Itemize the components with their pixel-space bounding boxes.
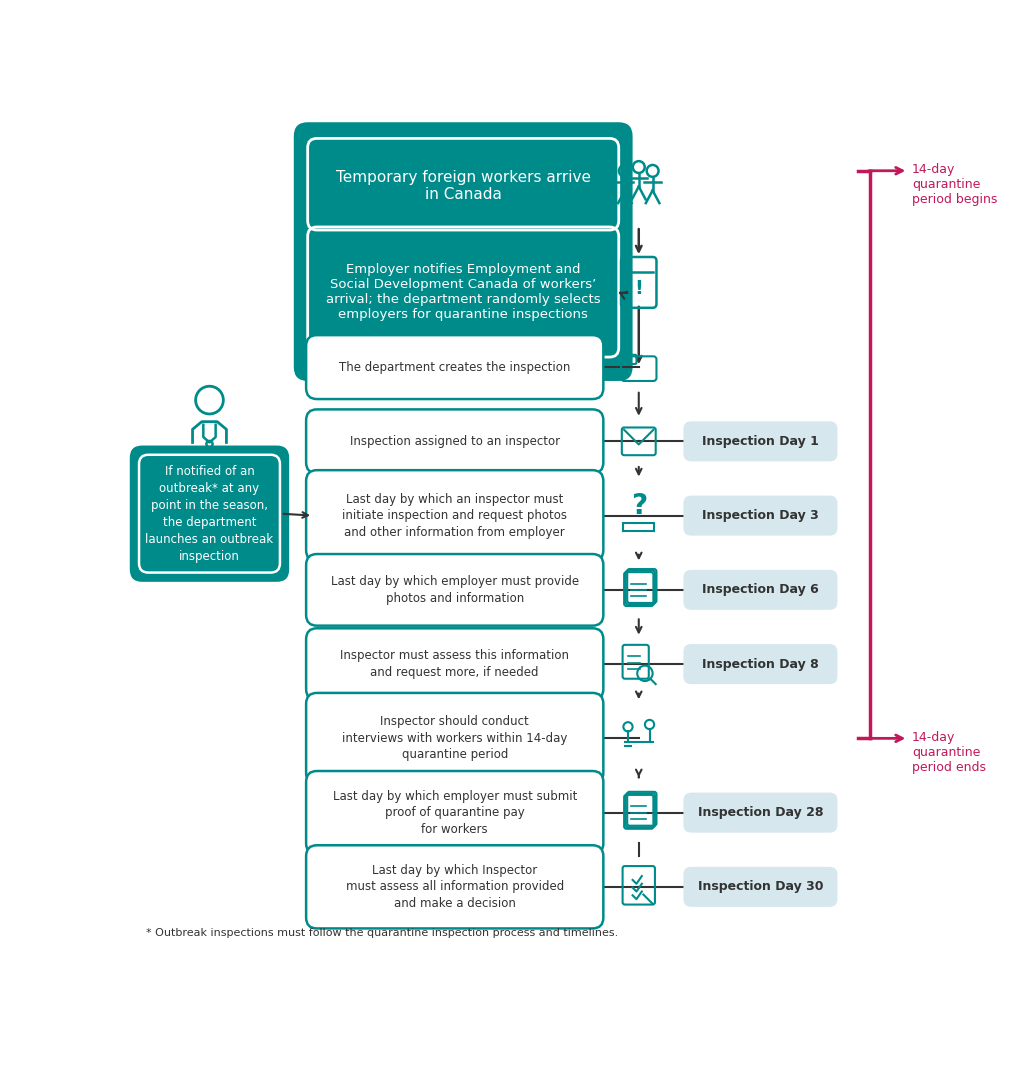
Text: 14-day
quarantine
period ends: 14-day quarantine period ends bbox=[912, 731, 986, 774]
Text: Last day by which employer must provide
photos and information: Last day by which employer must provide … bbox=[331, 575, 579, 605]
FancyBboxPatch shape bbox=[306, 771, 603, 854]
Text: Inspector should conduct
interviews with workers within 14-day
quarantine period: Inspector should conduct interviews with… bbox=[342, 716, 567, 762]
Text: Inspection Day 6: Inspection Day 6 bbox=[702, 583, 819, 596]
FancyBboxPatch shape bbox=[306, 335, 603, 399]
Text: ?: ? bbox=[631, 492, 647, 520]
Text: Inspection Day 30: Inspection Day 30 bbox=[697, 881, 823, 893]
FancyBboxPatch shape bbox=[683, 793, 838, 832]
FancyBboxPatch shape bbox=[306, 410, 603, 473]
FancyBboxPatch shape bbox=[306, 628, 603, 700]
Text: Temporary foreign workers arrive
in Canada: Temporary foreign workers arrive in Cana… bbox=[336, 170, 591, 202]
Text: * Outbreak inspections must follow the quarantine inspection process and timelin: * Outbreak inspections must follow the q… bbox=[146, 928, 618, 938]
Text: 14-day
quarantine
period begins: 14-day quarantine period begins bbox=[912, 163, 997, 207]
Text: If notified of an
outbreak* at any
point in the season,
the department
launches : If notified of an outbreak* at any point… bbox=[145, 464, 273, 563]
FancyBboxPatch shape bbox=[683, 495, 838, 536]
Text: Employer notifies Employment and
Social Development Canada of workers’
arrival; : Employer notifies Employment and Social … bbox=[326, 263, 600, 321]
FancyBboxPatch shape bbox=[683, 422, 838, 461]
Text: Inspection Day 8: Inspection Day 8 bbox=[702, 658, 819, 671]
Text: Last day by which employer must submit
proof of quarantine pay
for workers: Last day by which employer must submit p… bbox=[333, 790, 577, 836]
Text: Inspection assigned to an inspector: Inspection assigned to an inspector bbox=[349, 434, 560, 448]
Text: Inspection Day 1: Inspection Day 1 bbox=[702, 434, 819, 448]
FancyBboxPatch shape bbox=[683, 867, 838, 907]
FancyBboxPatch shape bbox=[294, 122, 633, 381]
FancyBboxPatch shape bbox=[130, 445, 289, 582]
Text: Inspector must assess this information
and request more, if needed: Inspector must assess this information a… bbox=[340, 649, 569, 678]
FancyArrowPatch shape bbox=[620, 292, 628, 299]
FancyBboxPatch shape bbox=[683, 570, 838, 610]
Text: Last day by which Inspector
must assess all information provided
and make a deci: Last day by which Inspector must assess … bbox=[346, 863, 564, 909]
Text: !: ! bbox=[634, 279, 643, 299]
FancyBboxPatch shape bbox=[683, 644, 838, 684]
FancyBboxPatch shape bbox=[306, 470, 603, 561]
FancyBboxPatch shape bbox=[306, 693, 603, 784]
FancyBboxPatch shape bbox=[306, 845, 603, 929]
FancyBboxPatch shape bbox=[306, 554, 603, 626]
Text: Inspection Day 28: Inspection Day 28 bbox=[697, 806, 823, 820]
Text: Inspection Day 3: Inspection Day 3 bbox=[702, 509, 819, 522]
Text: The department creates the inspection: The department creates the inspection bbox=[339, 361, 570, 373]
Text: Last day by which an inspector must
initiate inspection and request photos
and o: Last day by which an inspector must init… bbox=[342, 492, 567, 538]
